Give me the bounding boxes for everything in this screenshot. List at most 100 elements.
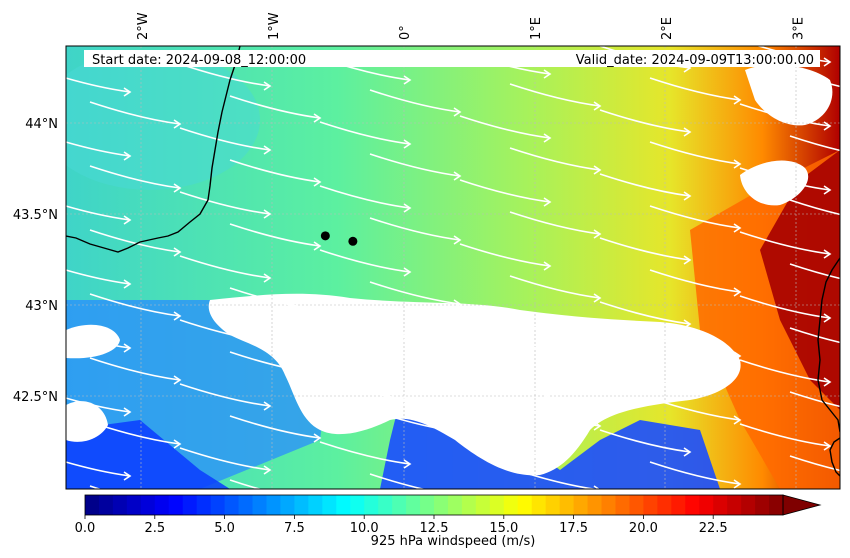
streamline-arrow (403, 331, 412, 341)
colorbar-segment (280, 495, 295, 515)
border-southeast (829, 437, 840, 477)
streamline-arrow (543, 325, 552, 335)
streamline (319, 249, 411, 273)
streamline-arrow (263, 401, 272, 411)
colorbar-segment (587, 495, 603, 515)
streamline (179, 255, 271, 279)
streamline-arrow (823, 185, 832, 195)
streamline (459, 371, 551, 395)
streamline (369, 345, 461, 369)
colorbar-segment (671, 495, 686, 515)
streamline (369, 153, 461, 177)
streamline (229, 479, 263, 489)
colorbar-segment (224, 495, 240, 515)
map-frame (65, 45, 841, 490)
streamline (179, 127, 271, 151)
streamline (789, 327, 840, 344)
streamline-arrow (593, 229, 602, 239)
streamline-arrow (403, 395, 412, 405)
colorbar-segment (769, 495, 784, 515)
streamline-arrow (173, 247, 182, 257)
mediterranean-coastline (817, 257, 840, 433)
colorbar-tick-label: 15.0 (489, 521, 518, 536)
streamline-arrow (543, 197, 552, 207)
streamline (509, 211, 601, 235)
colorbar-segment (154, 495, 170, 515)
lon-label: 0° (398, 25, 413, 40)
colorbar-tick-label: 2.5 (144, 521, 165, 536)
lat-label: 42.5°N (13, 390, 58, 405)
colorbar-segment (378, 495, 393, 515)
colorbar-segment (336, 495, 351, 515)
colorbar-segment (112, 495, 128, 515)
streamline-arrow (823, 121, 832, 131)
start-date-text: Start date: 2024-09-08_12:00:00 (92, 53, 306, 68)
streamline (66, 461, 131, 477)
latitude-labels: 44°N 43.5°N 43°N 42.5°N (13, 117, 58, 405)
map-panel: Start date: 2024-09-08_12:00:00 Valid_da… (66, 46, 840, 489)
colorbar-segment (350, 495, 365, 515)
colorbar-segment (615, 495, 630, 515)
colorbar-segment (420, 495, 435, 515)
streamline (229, 351, 321, 375)
streamline-arrow (453, 427, 462, 437)
colorbar-segment (182, 495, 198, 515)
streamline (66, 397, 131, 413)
streamline-arrow (123, 343, 132, 353)
colorbar-segment (140, 495, 156, 515)
streamline-arrow (733, 415, 742, 425)
streamline (179, 191, 271, 215)
streamline-arrow (733, 287, 742, 297)
colorbar-segment (629, 495, 644, 515)
streamline (789, 391, 840, 408)
streamline-arrow (543, 133, 552, 143)
streamline-arrow (263, 337, 272, 347)
streamline (649, 397, 741, 421)
streamline (369, 217, 461, 241)
streamline-arrow (403, 267, 412, 277)
streamline (739, 423, 831, 447)
streamline (66, 141, 131, 157)
colorbar-segment (517, 495, 533, 515)
streamline-arrow (123, 151, 132, 161)
colorbar-segment (98, 495, 114, 515)
coastline (66, 46, 840, 477)
streamline-arrow (123, 87, 132, 97)
streamline (319, 313, 411, 337)
colorbar-segment (643, 495, 658, 515)
streamline-arrow (683, 447, 692, 457)
streamline (739, 103, 831, 127)
streamline (459, 115, 551, 139)
streamline-arrow (403, 139, 412, 149)
colorbar-segment (601, 495, 616, 515)
streamline (89, 165, 181, 189)
streamline (319, 377, 411, 401)
streamline-arrow (173, 119, 182, 129)
colorbar-segment (489, 495, 505, 515)
colorbar: 0.0 2.5 5.0 7.5 10.0 12.5 15.0 17.5 20.0 22.5 925… (75, 494, 822, 549)
streamline (459, 435, 551, 459)
streamline-arrow (733, 479, 742, 489)
streamline (599, 109, 691, 133)
streamline-arrow (263, 209, 272, 219)
colorbar-segment (294, 495, 309, 515)
streamline (599, 173, 691, 197)
streamline-arrow (313, 305, 322, 315)
streamline-arrow (593, 357, 602, 367)
streamline (739, 231, 831, 255)
streamline (319, 185, 411, 209)
colorbar-segment (755, 495, 770, 515)
streamline-arrow (543, 261, 552, 271)
streamline-arrow (263, 81, 272, 91)
streamline (789, 135, 840, 152)
streamline (89, 101, 181, 125)
streamline-arrow (263, 145, 272, 155)
lat-label: 43°N (25, 299, 58, 314)
streamline (649, 141, 741, 165)
colorbar-tick-label: 7.5 (284, 521, 305, 536)
streamline (739, 167, 831, 191)
colorbar-tick-label: 10.0 (350, 521, 379, 536)
longitude-labels: 2°W 1°W 0° 1°E 2°E 3°E (136, 12, 806, 40)
streamline (509, 147, 601, 171)
streamline (89, 229, 181, 253)
